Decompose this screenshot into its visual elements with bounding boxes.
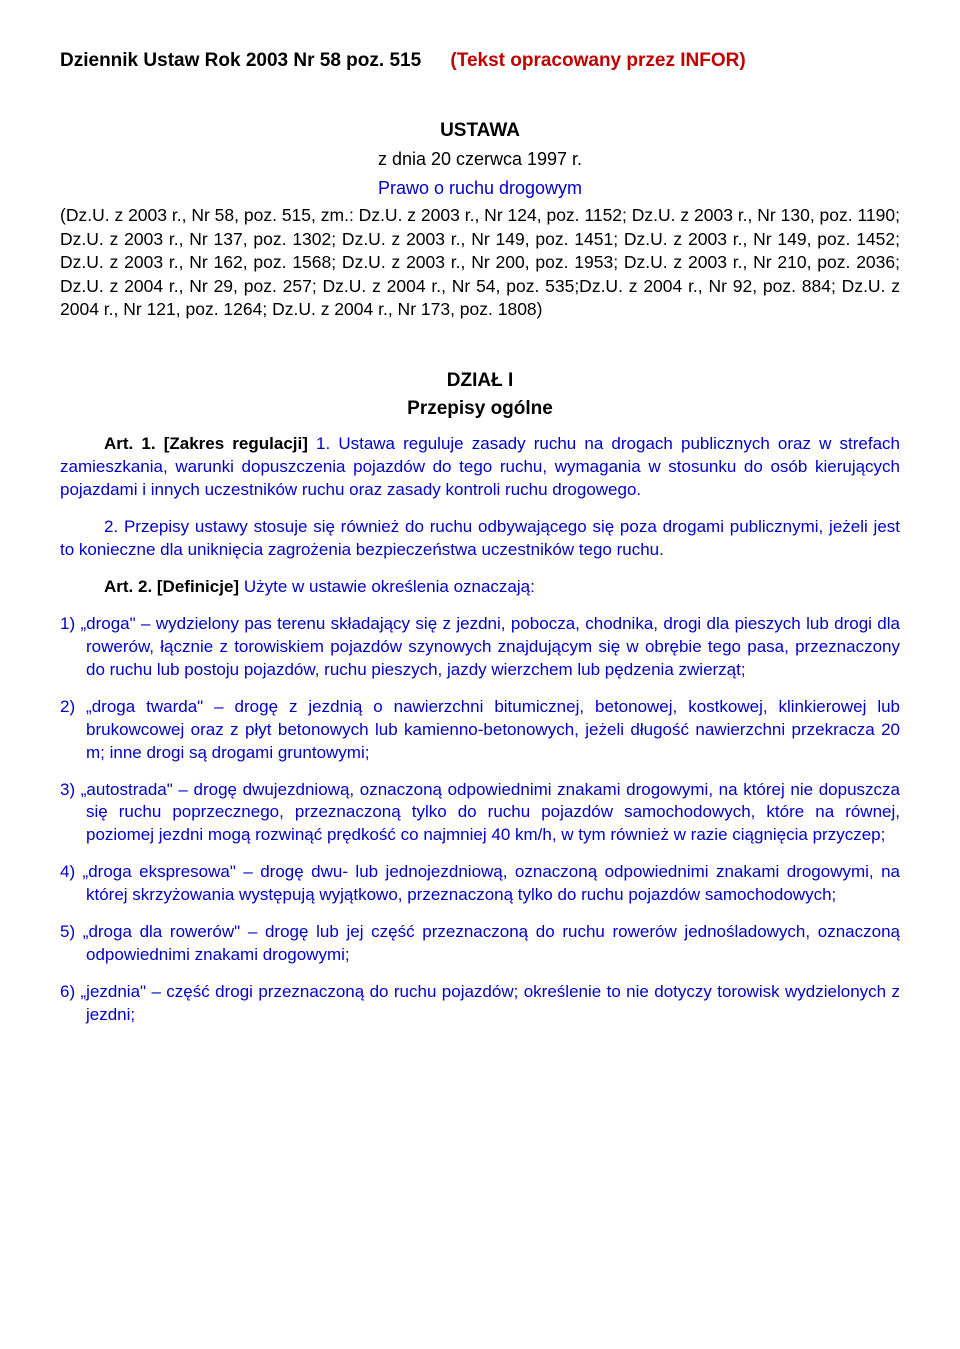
article-1-p1: Art. 1. [Zakres regulacji] 1. Ustawa reg… <box>60 433 900 502</box>
article-1-label: Art. 1. [Zakres regulacji] <box>104 434 316 453</box>
section-number: DZIAŁ I <box>60 368 900 394</box>
header-source: (Tekst opracowany przez INFOR) <box>450 50 745 71</box>
section-heading: Przepisy ogólne <box>60 396 900 422</box>
article-1-p1-num: 1. <box>316 434 338 453</box>
document-date: z dnia 20 czerwca 1997 r. <box>60 147 900 171</box>
definition-item: 1) „droga" – wydzielony pas terenu skład… <box>60 613 900 682</box>
amendment-references: (Dz.U. z 2003 r., Nr 58, poz. 515, zm.: … <box>60 204 900 322</box>
article-2-label: Art. 2. [Definicje] <box>104 577 244 596</box>
article-2-intro-text: Użyte w ustawie określenia oznaczają: <box>244 577 535 596</box>
definition-item: 2) „droga twarda" – drogę z jezdnią o na… <box>60 696 900 765</box>
act-title: Prawo o ruchu drogowym <box>60 176 900 200</box>
article-2-intro: Art. 2. [Definicje] Użyte w ustawie okre… <box>60 576 900 599</box>
article-1-p2: 2. Przepisy ustawy stosuje się również d… <box>60 516 900 562</box>
definition-item: 5) „droga dla rowerów" – drogę lub jej c… <box>60 921 900 967</box>
document-header: Dziennik Ustaw Rok 2003 Nr 58 poz. 515 (… <box>60 48 900 74</box>
definition-item: 3) „autostrada" – drogę dwujezdniową, oz… <box>60 779 900 848</box>
header-citation: Dziennik Ustaw Rok 2003 Nr 58 poz. 515 <box>60 50 421 71</box>
definition-item: 4) „droga ekspresowa" – drogę dwu- lub j… <box>60 861 900 907</box>
document-title: USTAWA <box>60 118 900 144</box>
definition-item: 6) „jezdnia" – część drogi przeznaczoną … <box>60 981 900 1027</box>
